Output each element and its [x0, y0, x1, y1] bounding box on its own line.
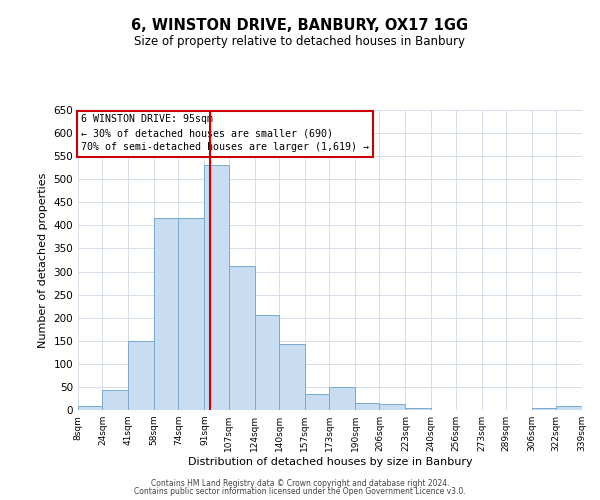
Bar	[379, 404, 406, 410]
Bar	[254, 316, 279, 410]
Text: Contains HM Land Registry data © Crown copyright and database right 2024.: Contains HM Land Registry data © Crown c…	[151, 478, 449, 488]
Bar	[406, 408, 431, 410]
Bar	[103, 390, 128, 410]
Bar	[556, 406, 582, 410]
Bar	[178, 218, 205, 410]
Text: 6, WINSTON DRIVE, BANBURY, OX17 1GG: 6, WINSTON DRIVE, BANBURY, OX17 1GG	[131, 18, 469, 32]
Bar	[355, 403, 379, 410]
Bar	[78, 406, 103, 410]
Bar	[128, 341, 154, 410]
Bar	[205, 166, 229, 410]
Bar	[279, 344, 305, 410]
Text: 6 WINSTON DRIVE: 95sqm
← 30% of detached houses are smaller (690)
70% of semi-de: 6 WINSTON DRIVE: 95sqm ← 30% of detached…	[80, 114, 368, 152]
Y-axis label: Number of detached properties: Number of detached properties	[38, 172, 48, 348]
Bar	[305, 394, 329, 410]
X-axis label: Distribution of detached houses by size in Banbury: Distribution of detached houses by size …	[188, 457, 472, 467]
Bar	[329, 388, 355, 410]
Text: Size of property relative to detached houses in Banbury: Size of property relative to detached ho…	[134, 35, 466, 48]
Bar	[532, 408, 556, 410]
Bar	[154, 218, 178, 410]
Bar	[229, 266, 254, 410]
Text: Contains public sector information licensed under the Open Government Licence v3: Contains public sector information licen…	[134, 487, 466, 496]
